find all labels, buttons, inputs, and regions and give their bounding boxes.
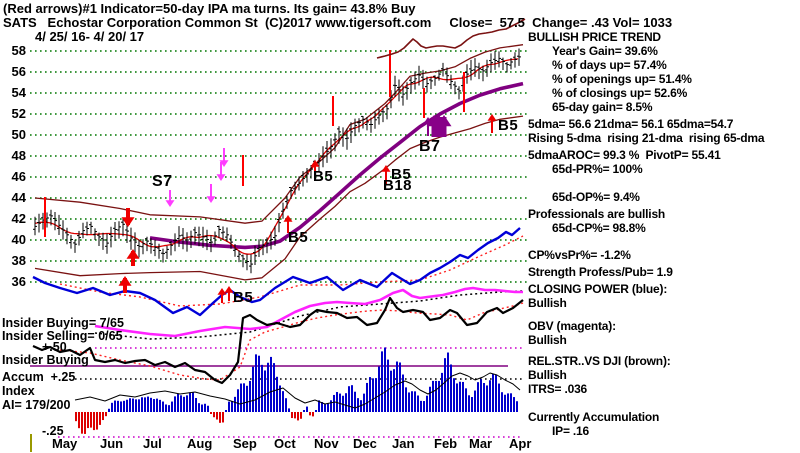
month-label: Dec bbox=[353, 436, 377, 451]
left-indicator-label: Insider Selling= 0/65 bbox=[2, 329, 123, 343]
right-panel-line: Professionals are bullish bbox=[528, 207, 666, 221]
signal-label: S7 bbox=[152, 173, 173, 190]
right-panel-line: BULLISH PRICE TREND bbox=[528, 30, 661, 44]
right-panel-line: Bullish bbox=[528, 333, 567, 347]
date-range-label: 4/ 25/ 16- 4/ 20/ 17 bbox=[35, 29, 145, 44]
price-axis-label: 52 bbox=[11, 106, 26, 121]
right-panel-line: CLOSING POWER (blue): bbox=[528, 282, 668, 296]
price-axis-label: 38 bbox=[11, 253, 26, 268]
month-label: Apr bbox=[509, 436, 532, 451]
price-axis-label: 50 bbox=[11, 127, 26, 142]
right-panel-line: Currently Accumulation bbox=[528, 410, 660, 424]
left-indicator-label: AI= 179/200 bbox=[2, 398, 71, 412]
signal-label: B5 bbox=[391, 166, 412, 183]
month-label: Jul bbox=[143, 436, 162, 451]
price-axis-label: 36 bbox=[11, 274, 26, 289]
right-panel-line: % of days up= 57.4% bbox=[552, 58, 667, 72]
price-axis-label: 54 bbox=[11, 85, 26, 100]
right-panel-line: CP%vsPr%= -1.2% bbox=[528, 248, 631, 262]
left-indicator-label: -.25 bbox=[42, 424, 64, 438]
indicator-header: (Red arrows)#1 Indicator=50-day IPA ma t… bbox=[3, 1, 416, 16]
right-panel-line: 5dma= 56.6 21dma= 56.1 65dma=54.7 bbox=[528, 117, 734, 131]
right-panel-line: REL.STR..VS DJI (brown): bbox=[528, 354, 671, 368]
symbol-header: SATS Echostar Corporation Common St (C)2… bbox=[3, 15, 673, 30]
month-label: Mar bbox=[469, 436, 493, 451]
signal-label: B5 bbox=[288, 229, 309, 246]
month-label: Jun bbox=[100, 436, 124, 451]
left-indicator-label: Accum +.25 bbox=[2, 370, 76, 384]
price-axis-label: 56 bbox=[11, 64, 26, 79]
signal-label: B7 bbox=[419, 138, 441, 155]
right-panel-line: 65d-CP%= 98.8% bbox=[552, 221, 646, 235]
month-label: Oct bbox=[274, 436, 296, 451]
right-panel-line: Strength Profess/Pub= 1.9 bbox=[528, 265, 673, 279]
right-panel-line: 65-day gain= 8.5% bbox=[552, 100, 653, 114]
signal-label: B5 bbox=[498, 117, 519, 134]
right-panel-line: OBV (magenta): bbox=[528, 319, 616, 333]
left-indicator-label: Index bbox=[2, 384, 35, 398]
month-label: Jan bbox=[392, 436, 415, 451]
right-panel-line: 5dmaAROC= 99.3 % PivotP= 55.41 bbox=[528, 148, 721, 162]
signal-label: B5 bbox=[313, 168, 334, 185]
signal-label: B5 bbox=[233, 289, 254, 306]
month-label: Sep bbox=[233, 436, 257, 451]
price-axis-label: 40 bbox=[11, 232, 26, 247]
price-axis-label: 58 bbox=[11, 43, 26, 58]
month-label: Aug bbox=[187, 436, 213, 451]
price-axis-label: 42 bbox=[11, 211, 26, 226]
price-axis-label: 48 bbox=[11, 148, 26, 163]
right-panel-line: Rising 5-dma rising 21-dma rising 65-dma bbox=[528, 131, 765, 145]
right-panel-line: 65d-PR%= 100% bbox=[552, 162, 643, 176]
month-label: May bbox=[52, 436, 78, 451]
month-label: Nov bbox=[314, 436, 339, 451]
month-label: Feb bbox=[434, 436, 458, 451]
right-panel-line: Bullish bbox=[528, 296, 567, 310]
right-panel-line: % of closings up= 52.6% bbox=[552, 86, 688, 100]
right-panel-line: % of openings up= 51.4% bbox=[552, 72, 692, 86]
price-axis-label: 46 bbox=[11, 169, 26, 184]
right-panel-line: ITRS= .036 bbox=[528, 382, 588, 396]
price-axis-label: 44 bbox=[11, 190, 26, 205]
right-panel-line: Bullish bbox=[528, 368, 567, 382]
right-panel-line: Year's Gain= 39.6% bbox=[552, 44, 658, 58]
right-panel-line: IP= .16 bbox=[552, 424, 589, 438]
left-indicator-label: Insider Buying= 7/65 bbox=[2, 316, 124, 330]
left-indicator-label: +.50 bbox=[42, 340, 67, 354]
right-panel-line: 65d-OP%= 9.4% bbox=[552, 190, 640, 204]
left-indicator-label: Insider Buying bbox=[2, 353, 89, 367]
signal-label: B18 bbox=[383, 177, 413, 194]
